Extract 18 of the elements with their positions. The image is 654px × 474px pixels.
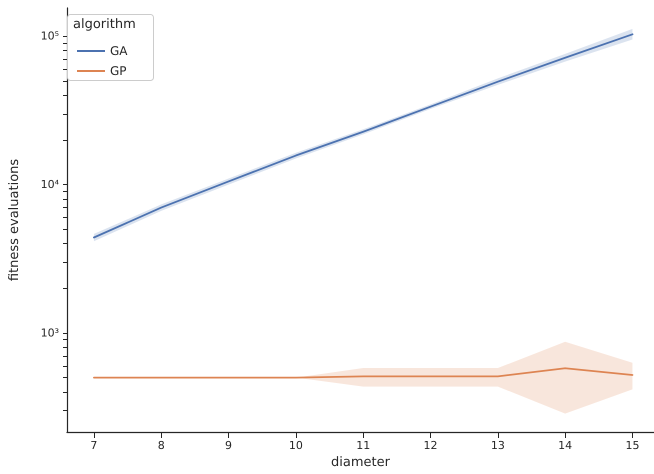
x-tick-label: 10 xyxy=(288,439,303,452)
legend-label: GP xyxy=(110,64,127,78)
legend-title: algorithm xyxy=(73,17,136,32)
x-tick-label: 11 xyxy=(356,439,370,452)
x-tick-label: 12 xyxy=(424,439,438,452)
y-axis-title: fitness evaluations xyxy=(7,158,22,282)
x-tick-label: 7 xyxy=(90,439,98,452)
x-tick-label: 14 xyxy=(558,439,572,452)
y-tick-label: 10⁴ xyxy=(40,178,60,192)
y-tick-label: 10³ xyxy=(40,326,59,340)
x-tick-label: 8 xyxy=(158,439,165,452)
x-tick-label: 13 xyxy=(490,439,505,452)
x-tick-label: 9 xyxy=(225,439,232,452)
y-tick-label: 10⁵ xyxy=(40,30,59,43)
x-axis-title: diameter xyxy=(331,455,391,470)
x-tick-label: 15 xyxy=(625,439,640,452)
legend-label: GA xyxy=(110,44,128,58)
line-series xyxy=(93,367,634,379)
